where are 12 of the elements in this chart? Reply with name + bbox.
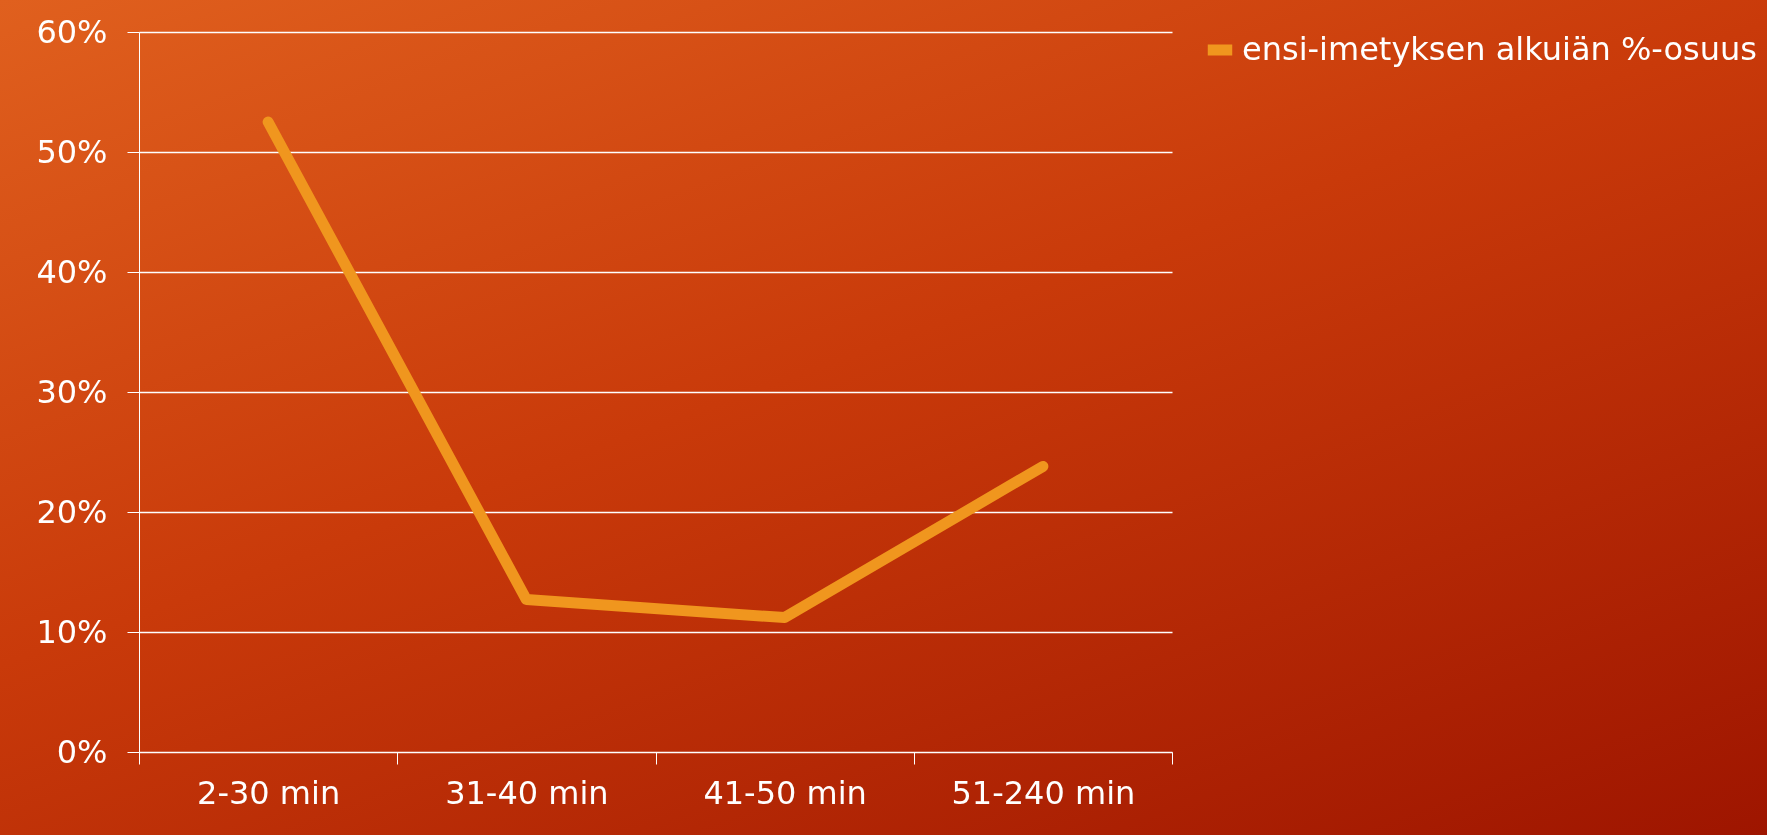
y-tick-label: 40% — [36, 252, 108, 291]
x-tick-label: 51-240 min — [951, 773, 1136, 812]
y-tick-label: 60% — [36, 12, 108, 51]
legend-label: ensi-imetyksen alkuiän %-osuus — [1242, 30, 1757, 68]
x-tick-label: 2-30 min — [197, 773, 341, 812]
y-tick-label: 0% — [56, 732, 108, 771]
y-tick-label: 20% — [36, 492, 108, 531]
x-tick-label: 31-40 min — [445, 773, 609, 812]
x-tick-label: 41-50 min — [703, 773, 867, 812]
y-tick-label: 10% — [36, 612, 108, 651]
y-tick-label: 30% — [36, 372, 108, 411]
y-tick-label: 50% — [36, 132, 108, 171]
